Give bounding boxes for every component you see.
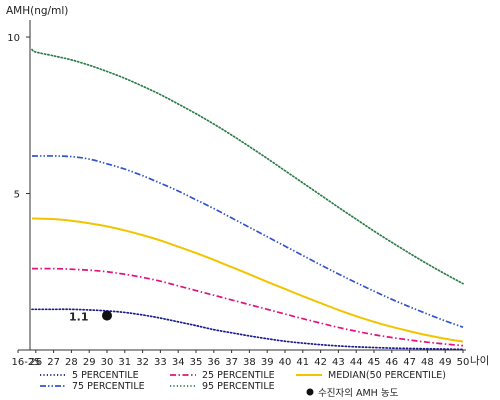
- x-tick-label: 39: [261, 357, 274, 368]
- legend-label: 75 PERCENTILE: [72, 381, 145, 392]
- x-tick-label: 38: [243, 357, 256, 368]
- series-lines: [31, 48, 464, 351]
- x-tick-label: 37: [225, 357, 238, 368]
- legend-label-patient: 수진자의 AMH 농도: [318, 388, 399, 399]
- x-tick-label: 43: [332, 357, 345, 368]
- series-line-5-percentile: [31, 308, 464, 351]
- x-tick-label: 48: [421, 357, 434, 368]
- x-tick-label: 44: [350, 357, 363, 368]
- series-line-75-percentile: [31, 155, 464, 328]
- x-tick-label: 42: [314, 357, 327, 368]
- x-tick-label: 40: [279, 357, 292, 368]
- legend-label: 5 PERCENTILE: [72, 370, 139, 381]
- legend-label: 25 PERCENTILE: [202, 370, 275, 381]
- x-tick-label: 45: [368, 357, 381, 368]
- legend-label: MEDIAN(50 PERCENTILE): [328, 370, 446, 381]
- series-line-median-50-percentile-: [31, 217, 464, 343]
- x-tick-label: 49: [439, 357, 452, 368]
- x-tick-label: 32: [136, 357, 149, 368]
- legend-label: 95 PERCENTILE: [202, 381, 275, 392]
- legend-point-marker: [306, 388, 314, 396]
- x-tick-label: 30: [101, 357, 114, 368]
- patient-amh-point: [102, 310, 112, 321]
- x-tick-label: 36: [207, 357, 220, 368]
- x-tick-label: 34: [172, 357, 185, 368]
- x-tick-label: 31: [118, 357, 131, 368]
- x-tick-label: 16-25: [11, 357, 40, 368]
- x-tick-label: 46: [385, 357, 398, 368]
- y-tick-label: 5: [14, 190, 20, 201]
- patient-amh-value-label: 1.1: [69, 311, 89, 324]
- x-tick-label: 35: [190, 357, 203, 368]
- x-axis-title: 나이: [470, 355, 489, 367]
- series-line-25-percentile: [31, 267, 464, 347]
- x-tick-label: 27: [47, 357, 60, 368]
- patient-point: 1.1: [69, 310, 112, 324]
- series-line-95-percentile: [31, 48, 464, 285]
- x-tick-label: 33: [154, 357, 167, 368]
- x-tick-label: 41: [296, 357, 309, 368]
- x-tick-label: 29: [83, 357, 96, 368]
- x-tick-label: 28: [65, 357, 78, 368]
- legend: 5 PERCENTILE 25 PERCENTILE MEDIAN(50 PERCE…: [40, 370, 446, 399]
- x-tick-label: 50: [457, 357, 470, 368]
- y-axis-title: AMH(ng/ml): [6, 5, 68, 17]
- x-tick-label: 26: [29, 357, 42, 368]
- x-tick-label: 47: [403, 357, 416, 368]
- y-tick-label: 10: [7, 33, 20, 44]
